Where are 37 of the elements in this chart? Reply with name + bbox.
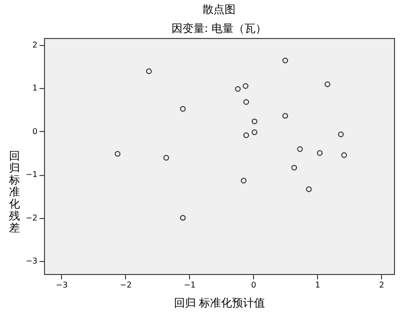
y-tick-label: 0 xyxy=(32,126,38,136)
point xyxy=(306,186,312,192)
point xyxy=(180,214,186,221)
point xyxy=(243,99,250,105)
point xyxy=(338,132,344,138)
x-tick-label: −1 xyxy=(184,280,196,290)
chart-title: 散点图 xyxy=(202,3,236,16)
x-tick-label: −3 xyxy=(56,280,68,290)
point xyxy=(146,68,152,74)
point xyxy=(242,83,248,89)
y-axis-title: 回归标准化残差 xyxy=(8,150,20,234)
point xyxy=(235,86,241,92)
x-tick-label: 1 xyxy=(315,280,320,290)
point xyxy=(180,106,186,112)
point xyxy=(243,132,250,138)
point xyxy=(163,154,170,161)
x-tick-label: 0 xyxy=(251,280,256,290)
y-tick-label: 2 xyxy=(32,40,38,50)
y-tick-label: −1 xyxy=(26,170,38,180)
x-tick-label: 2 xyxy=(379,280,384,290)
y-tick-label: −3 xyxy=(26,256,38,266)
point xyxy=(297,146,303,152)
y-tick-label: 1 xyxy=(32,84,38,93)
chart-subtitle: 因变量: 电量（瓦） xyxy=(171,22,267,35)
point xyxy=(282,58,288,64)
point xyxy=(291,164,298,171)
point xyxy=(341,152,347,158)
point xyxy=(114,151,120,157)
point xyxy=(240,178,246,184)
point xyxy=(282,112,288,119)
point xyxy=(324,81,330,88)
y-tick-label: −2 xyxy=(26,213,38,222)
point xyxy=(316,150,323,156)
x-axis-title: 回归 标准化预计值 xyxy=(174,296,266,310)
x-tick-label: −2 xyxy=(120,280,132,290)
point xyxy=(252,129,258,136)
point xyxy=(252,118,258,124)
